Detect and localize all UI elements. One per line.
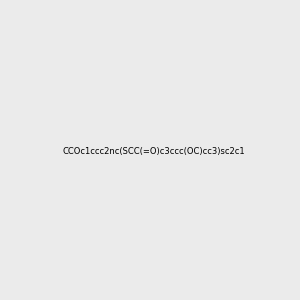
- Text: CCOc1ccc2nc(SCC(=O)c3ccc(OC)cc3)sc2c1: CCOc1ccc2nc(SCC(=O)c3ccc(OC)cc3)sc2c1: [62, 147, 245, 156]
